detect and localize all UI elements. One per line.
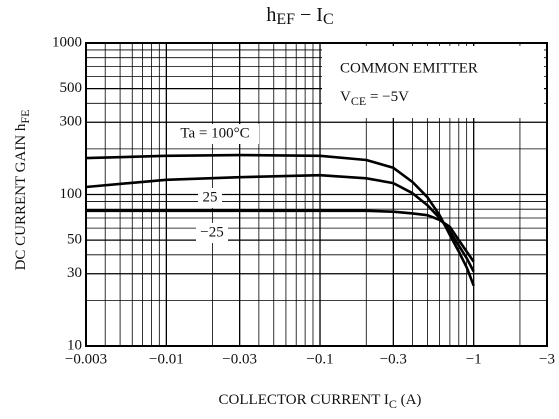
annotation: COMMON EMITTER [340,60,478,76]
label-part: (A) [397,392,422,408]
series-label: −25 [200,224,223,240]
x-tick-label: −0.03 [222,351,257,367]
title-part: C [323,11,334,28]
y-tick-label: 1000 [52,34,82,50]
plot: COMMON EMITTER VCE = −5V Ta = 100°C 25 −25 [85,46,544,287]
series-label-bg [171,124,259,144]
series-line [85,153,475,287]
annotation-box [322,46,544,118]
y-tick-label: 500 [60,80,83,96]
annotation-part: CE [351,94,366,108]
label-part: FE [18,110,32,124]
series-line [85,173,475,273]
title-part: h [266,4,276,26]
label-part: C [389,397,397,411]
x-axis-label: COLLECTOR CURRENT IC (A) [219,392,422,410]
y-axis-label: DC CURRENT GAIN hFE [13,110,31,271]
annotation-part: = −5V [366,89,409,105]
title-part: EF [276,11,295,28]
x-tick-label: −0.1 [306,351,333,367]
chart-title: hEF − IC [266,4,333,28]
y-tick-label: 50 [67,232,82,248]
y-tick-label: 30 [67,265,82,281]
y-tick-label: 100 [60,186,83,202]
annotation: VCE = −5V [340,89,409,107]
series-line [86,209,475,263]
title-part: − I [295,4,323,26]
series-label: 25 [203,189,218,205]
series-label-bg [198,188,222,208]
x-tick-label: −3 [539,351,555,367]
plot-frame [85,42,548,347]
label-part: DC CURRENT GAIN h [13,123,29,270]
y-tick-label: 300 [60,114,83,130]
x-tick-label: −0.01 [149,351,184,367]
series-label: Ta = 100°C [180,125,249,141]
y-tick-label: 10 [67,337,82,353]
x-tick-label: −1 [466,351,482,367]
x-tick-label: −0.003 [65,351,107,367]
series-label-bg [196,223,228,243]
annotation-part: V [340,89,351,105]
label-part: COLLECTOR CURRENT I [219,392,389,408]
x-tick-label: −0.3 [380,351,407,367]
